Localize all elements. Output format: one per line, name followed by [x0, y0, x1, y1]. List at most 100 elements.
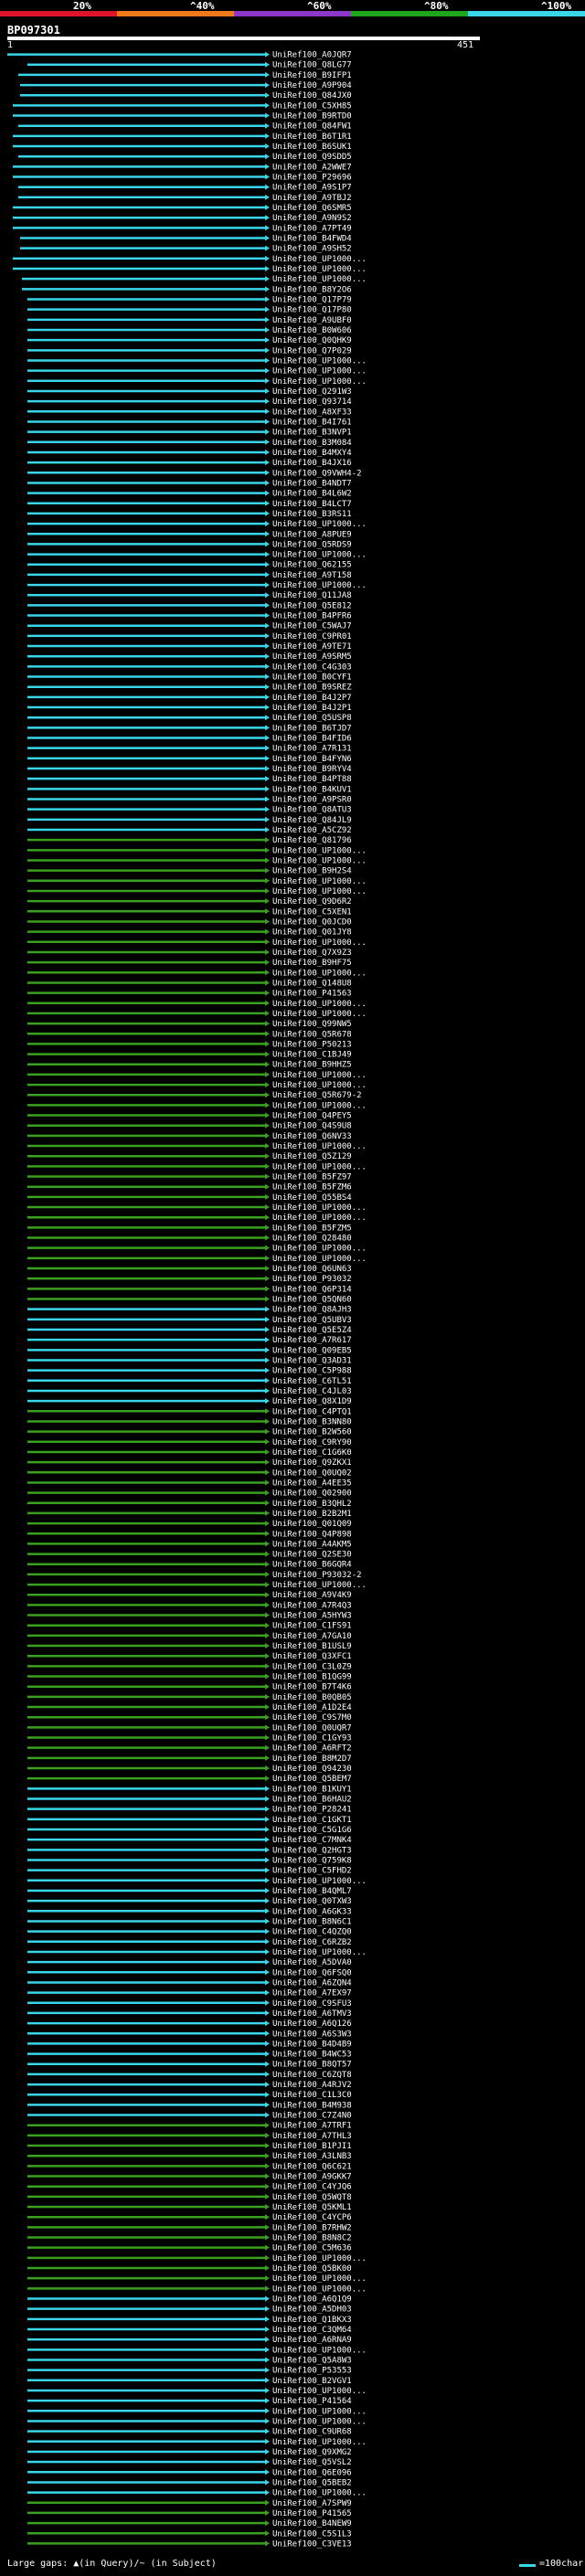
hit-label-link[interactable]: UniRef100_UP1000...	[272, 877, 367, 886]
hit-label-link[interactable]: UniRef100_Q0QHK9	[272, 336, 352, 345]
hit-label-link[interactable]: UniRef100_B4FID6	[272, 735, 352, 744]
hit-label-link[interactable]: UniRef100_B4NDT7	[272, 479, 352, 488]
hit-row[interactable]: UniRef100_UP1000...	[27, 367, 367, 376]
hit-label-link[interactable]: UniRef100_C5G1G6	[272, 1826, 352, 1835]
hit-label-link[interactable]: UniRef100_Q759K8	[272, 1856, 352, 1865]
hit-row[interactable]: UniRef100_Q6E096	[27, 2468, 352, 2477]
hit-label-link[interactable]: UniRef100_B4FYN6	[272, 755, 352, 764]
hit-label-link[interactable]: UniRef100_B8N8C2	[272, 2234, 352, 2243]
hit-label-link[interactable]: UniRef100_A6ZQN4	[272, 1978, 352, 1988]
hit-label-link[interactable]: UniRef100_B1PJI1	[272, 2142, 352, 2151]
hit-row[interactable]: UniRef100_B1USL9	[27, 1642, 352, 1651]
hit-label-link[interactable]: UniRef100_Q09EB5	[272, 1346, 352, 1355]
hit-label-link[interactable]: UniRef100_A5DH03	[272, 2306, 352, 2315]
hit-label-link[interactable]: UniRef100_A3LNB3	[272, 2152, 352, 2161]
hit-row[interactable]: UniRef100_B9RTD0	[13, 112, 352, 122]
hit-row[interactable]: UniRef100_Q17P80	[27, 306, 352, 315]
hit-label-link[interactable]: UniRef100_Q148U8	[272, 979, 352, 988]
hit-label-link[interactable]: UniRef100_C5XH85	[272, 101, 352, 111]
hit-label-link[interactable]: UniRef100_B4KUV1	[272, 785, 352, 794]
hit-label-link[interactable]: UniRef100_Q9VWH4-2	[272, 469, 362, 478]
hit-row[interactable]: UniRef100_Q4P898	[27, 1530, 352, 1539]
hit-row[interactable]: UniRef100_C5P988	[27, 1367, 352, 1376]
hit-label-link[interactable]: UniRef100_B3NVP1	[272, 429, 352, 438]
hit-row[interactable]: UniRef100_Q8X1D9	[27, 1397, 352, 1406]
hit-label-link[interactable]: UniRef100_B2B2M1	[272, 1510, 352, 1519]
hit-label-link[interactable]: UniRef100_UP1000...	[272, 1214, 367, 1223]
hit-label-link[interactable]: UniRef100_UP1000...	[272, 1101, 367, 1110]
hit-label-link[interactable]: UniRef100_UP1000...	[272, 2407, 367, 2416]
hit-row[interactable]: UniRef100_UP1000...	[27, 2407, 367, 2416]
hit-label-link[interactable]: UniRef100_Q0JCD0	[272, 917, 352, 927]
hit-row[interactable]: UniRef100_C5WAJ7	[27, 622, 352, 631]
hit-row[interactable]: UniRef100_B4FWD4	[20, 235, 352, 244]
hit-row[interactable]: UniRef100_B6T1R1	[13, 133, 352, 142]
hit-label-link[interactable]: UniRef100_A5CZ92	[272, 826, 352, 835]
hit-row[interactable]: UniRef100_A8PUE9	[27, 530, 352, 539]
hit-row[interactable]: UniRef100_Q5WQT8	[27, 2193, 352, 2202]
hit-row[interactable]: UniRef100_C4JL03	[27, 1387, 352, 1396]
hit-row[interactable]: UniRef100_B4PT88	[27, 775, 352, 784]
hit-label-link[interactable]: UniRef100_Q4S9U8	[272, 1122, 352, 1131]
hit-row[interactable]: UniRef100_Q0QHK9	[27, 336, 352, 345]
hit-row[interactable]: UniRef100_A9UBF0	[27, 316, 352, 325]
hit-label-link[interactable]: UniRef100_B4M938	[272, 2101, 352, 2110]
hit-row[interactable]: UniRef100_A6GK33	[27, 1907, 352, 1916]
hit-label-link[interactable]: UniRef100_Q17P79	[272, 296, 352, 305]
hit-label-link[interactable]: UniRef100_P41564	[272, 2397, 352, 2406]
hit-row[interactable]: UniRef100_B4FID6	[27, 735, 352, 744]
hit-row[interactable]: UniRef100_Q5RDS9	[27, 540, 352, 549]
hit-label-link[interactable]: UniRef100_Q84JL9	[272, 816, 352, 825]
hit-row[interactable]: UniRef100_UP1000...	[27, 1010, 367, 1019]
hit-label-link[interactable]: UniRef100_B5FZM6	[272, 1183, 352, 1193]
hit-row[interactable]: UniRef100_C4QZQ0	[27, 1928, 352, 1937]
hit-row[interactable]: UniRef100_B3QHL2	[27, 1500, 352, 1509]
hit-row[interactable]: UniRef100_UP1000...	[27, 2417, 367, 2426]
hit-label-link[interactable]: UniRef100_B9HHZ5	[272, 1061, 352, 1070]
hit-label-link[interactable]: UniRef100_UP1000...	[272, 2489, 367, 2498]
hit-row[interactable]: UniRef100_A8XF33	[27, 408, 352, 417]
hit-label-link[interactable]: UniRef100_A6TMV3	[272, 2009, 352, 2019]
hit-label-link[interactable]: UniRef100_A0JQR7	[272, 51, 352, 60]
hit-label-link[interactable]: UniRef100_C4YCP6	[272, 2213, 352, 2222]
hit-label-link[interactable]: UniRef100_P41565	[272, 2509, 352, 2518]
hit-row[interactable]: UniRef100_UP1000...	[27, 846, 367, 855]
hit-label-link[interactable]: UniRef100_A9T158	[272, 571, 352, 580]
hit-row[interactable]: UniRef100_Q5USP8	[27, 714, 352, 723]
hit-row[interactable]: UniRef100_Q9SDD5	[18, 153, 352, 162]
hit-label-link[interactable]: UniRef100_B2VGV1	[272, 2377, 352, 2386]
hit-row[interactable]: UniRef100_Q94230	[27, 1765, 352, 1774]
hit-row[interactable]: UniRef100_Q01JY8	[27, 928, 352, 938]
hit-label-link[interactable]: UniRef100_Q6C621	[272, 2162, 352, 2171]
hit-label-link[interactable]: UniRef100_Q5BEM7	[272, 1775, 352, 1784]
hit-label-link[interactable]: UniRef100_UP1000...	[272, 2417, 367, 2426]
hit-row[interactable]: UniRef100_Q99NW5	[27, 1020, 352, 1029]
hit-row[interactable]: UniRef100_UP1000...	[27, 1071, 367, 1080]
hit-label-link[interactable]: UniRef100_B9RYV4	[272, 765, 352, 774]
hit-label-link[interactable]: UniRef100_UP1000...	[272, 2274, 367, 2284]
hit-label-link[interactable]: UniRef100_Q7X9Z3	[272, 949, 352, 958]
hit-row[interactable]: UniRef100_A5HYW3	[27, 1612, 352, 1621]
hit-row[interactable]: UniRef100_UP1000...	[27, 551, 367, 560]
hit-label-link[interactable]: UniRef100_Q8X1D9	[272, 1397, 352, 1406]
hit-label-link[interactable]: UniRef100_B6T1R1	[272, 133, 352, 142]
hit-label-link[interactable]: UniRef100_Q9SDD5	[272, 153, 352, 162]
hit-label-link[interactable]: UniRef100_A2WWE7	[272, 163, 352, 172]
hit-label-link[interactable]: UniRef100_UP1000...	[272, 1081, 367, 1090]
hit-row[interactable]: UniRef100_B6HAU2	[27, 1796, 352, 1805]
hit-label-link[interactable]: UniRef100_A9P904	[272, 81, 352, 90]
hit-label-link[interactable]: UniRef100_B6GQR4	[272, 1561, 352, 1570]
hit-label-link[interactable]: UniRef100_B3NN80	[272, 1417, 352, 1426]
hit-row[interactable]: UniRef100_A9S1P7	[18, 184, 352, 193]
hit-label-link[interactable]: UniRef100_A6Q126	[272, 2019, 352, 2029]
hit-label-link[interactable]: UniRef100_Q01JY8	[272, 928, 352, 938]
hit-row[interactable]: UniRef100_A9P904	[20, 81, 352, 90]
hit-row[interactable]: UniRef100_A6S3W3	[27, 2030, 352, 2039]
hit-label-link[interactable]: UniRef100_A4EE35	[272, 1479, 352, 1488]
hit-row[interactable]: UniRef100_B1QG99	[27, 1673, 352, 1682]
hit-label-link[interactable]: UniRef100_B4NEW9	[272, 2519, 352, 2528]
hit-row[interactable]: UniRef100_A4AKM5	[27, 1540, 352, 1549]
hit-label-link[interactable]: UniRef100_B4QML7	[272, 1887, 352, 1896]
hit-row[interactable]: UniRef100_Q6UN63	[27, 1265, 352, 1274]
hit-row[interactable]: UniRef100_C1BJ49	[27, 1051, 352, 1060]
